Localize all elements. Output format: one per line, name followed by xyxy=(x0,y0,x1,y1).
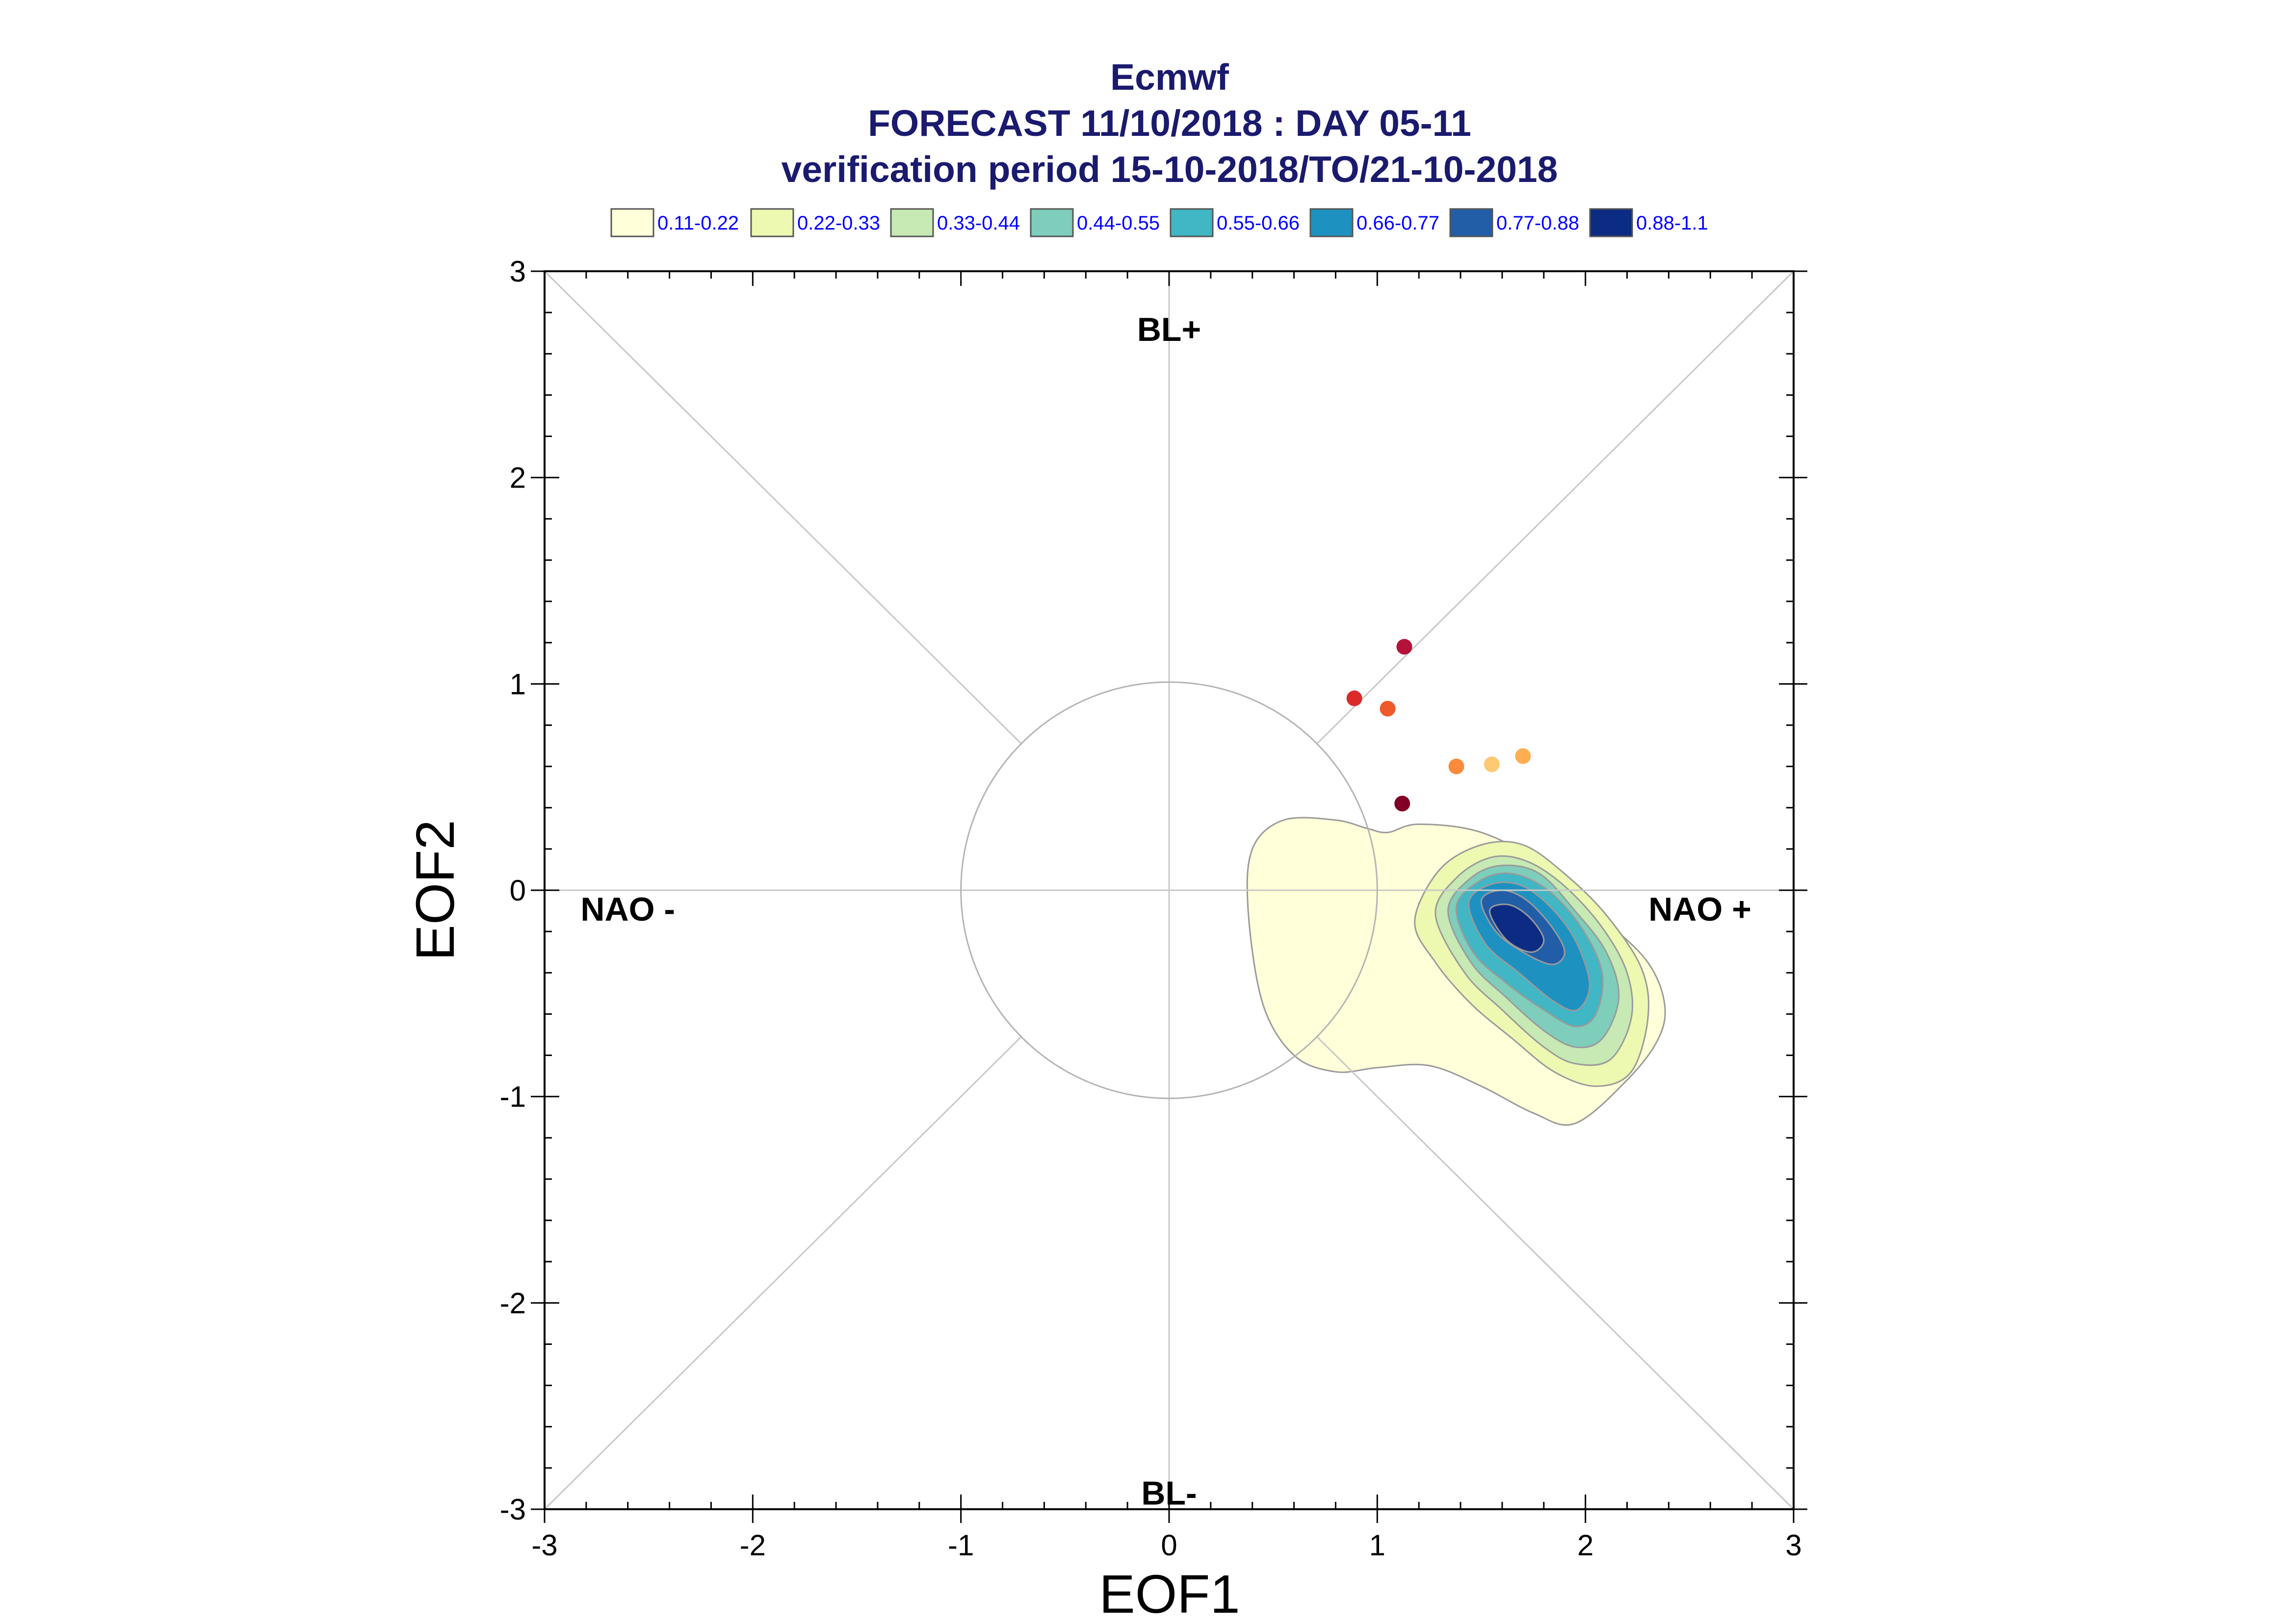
regime-label-4: NAO + xyxy=(1648,891,1751,928)
x-tick-label: 3 xyxy=(1785,1529,1801,1562)
chart-titles: Ecmwf FORECAST 11/10/2018 : DAY 05-11 ve… xyxy=(782,56,1558,190)
y-tick-label: 2 xyxy=(510,462,526,494)
y-tick-label: -1 xyxy=(500,1081,526,1113)
x-tick-label: -3 xyxy=(531,1529,557,1562)
legend-label-6: 0.66-0.77 xyxy=(1356,212,1439,234)
y-tick-label: 3 xyxy=(510,255,526,288)
legend-swatch-5 xyxy=(1170,208,1214,237)
x-tick-label: 1 xyxy=(1369,1529,1385,1562)
reference-circle xyxy=(960,681,1378,1099)
density-contours xyxy=(1246,817,1666,1126)
chart-subtitle-verification: verification period 15-10-2018/TO/21-10-… xyxy=(782,149,1558,190)
y-axis-label: EOF2 xyxy=(405,820,466,960)
y-tick-label: -3 xyxy=(500,1493,526,1526)
legend-swatch-6 xyxy=(1309,208,1354,237)
forecast-point-2 xyxy=(1346,690,1362,706)
forecast-point-1 xyxy=(1396,639,1412,655)
y-tick-label: 0 xyxy=(510,874,526,907)
legend-swatch-8 xyxy=(1589,208,1633,237)
chart-subtitle-forecast: FORECAST 11/10/2018 : DAY 05-11 xyxy=(868,103,1471,144)
x-tick-label: -2 xyxy=(740,1529,766,1562)
x-tick-label: 2 xyxy=(1577,1529,1593,1562)
x-axis-label: EOF1 xyxy=(1099,1564,1240,1624)
x-tick-label: -1 xyxy=(948,1529,974,1562)
y-tick-label: -2 xyxy=(500,1287,526,1319)
forecast-point-5 xyxy=(1484,756,1500,773)
forecast-point-3 xyxy=(1380,700,1396,717)
regime-label-1: BL+ xyxy=(1137,311,1201,348)
chart-title: Ecmwf xyxy=(1110,56,1229,98)
legend-swatch-7 xyxy=(1449,208,1493,237)
legend-label-5: 0.55-0.66 xyxy=(1217,212,1300,234)
density-contour-8 xyxy=(1489,903,1545,953)
axis-ticks: -3 -2 -1 0 1 2 3 -3 -2 -1 0 1 2 3 xyxy=(500,255,1807,1562)
forecast-point-4 xyxy=(1448,758,1464,774)
legend-swatch-2 xyxy=(750,208,794,237)
diagonal-line-4 xyxy=(1315,1035,1795,1510)
x-tick-label: 0 xyxy=(1161,1529,1177,1562)
diagonal-line-2 xyxy=(544,270,1023,745)
regime-label-3: NAO - xyxy=(580,891,675,928)
forecast-points xyxy=(1346,639,1531,812)
legend-label-3: 0.33-0.44 xyxy=(937,212,1020,234)
forecast-point-6 xyxy=(1515,748,1531,764)
regime-labels: BL+BL-NAO - NAO + xyxy=(580,311,1751,1512)
legend-label-4: 0.44-0.55 xyxy=(1077,212,1160,234)
legend-swatch-4 xyxy=(1030,208,1074,237)
legend-swatch-1 xyxy=(610,208,654,237)
legend-label-7: 0.77-0.88 xyxy=(1496,212,1579,234)
legend-label-1: 0.11-0.22 xyxy=(657,212,739,234)
reference-lines xyxy=(544,270,1795,1510)
y-tick-label: 1 xyxy=(510,668,526,700)
legend-label-8: 0.88-1.1 xyxy=(1636,212,1708,234)
legend-label-2: 0.22-0.33 xyxy=(797,212,880,234)
density-legend: 0.11-0.22 0.22-0.33 0.33-0.44 0.44-0.55 0.55… xyxy=(610,208,1708,237)
forecast-point-7 xyxy=(1394,796,1410,812)
legend-swatch-3 xyxy=(890,208,934,237)
diagonal-line-1 xyxy=(1315,270,1795,745)
diagonal-line-3 xyxy=(544,1035,1023,1510)
